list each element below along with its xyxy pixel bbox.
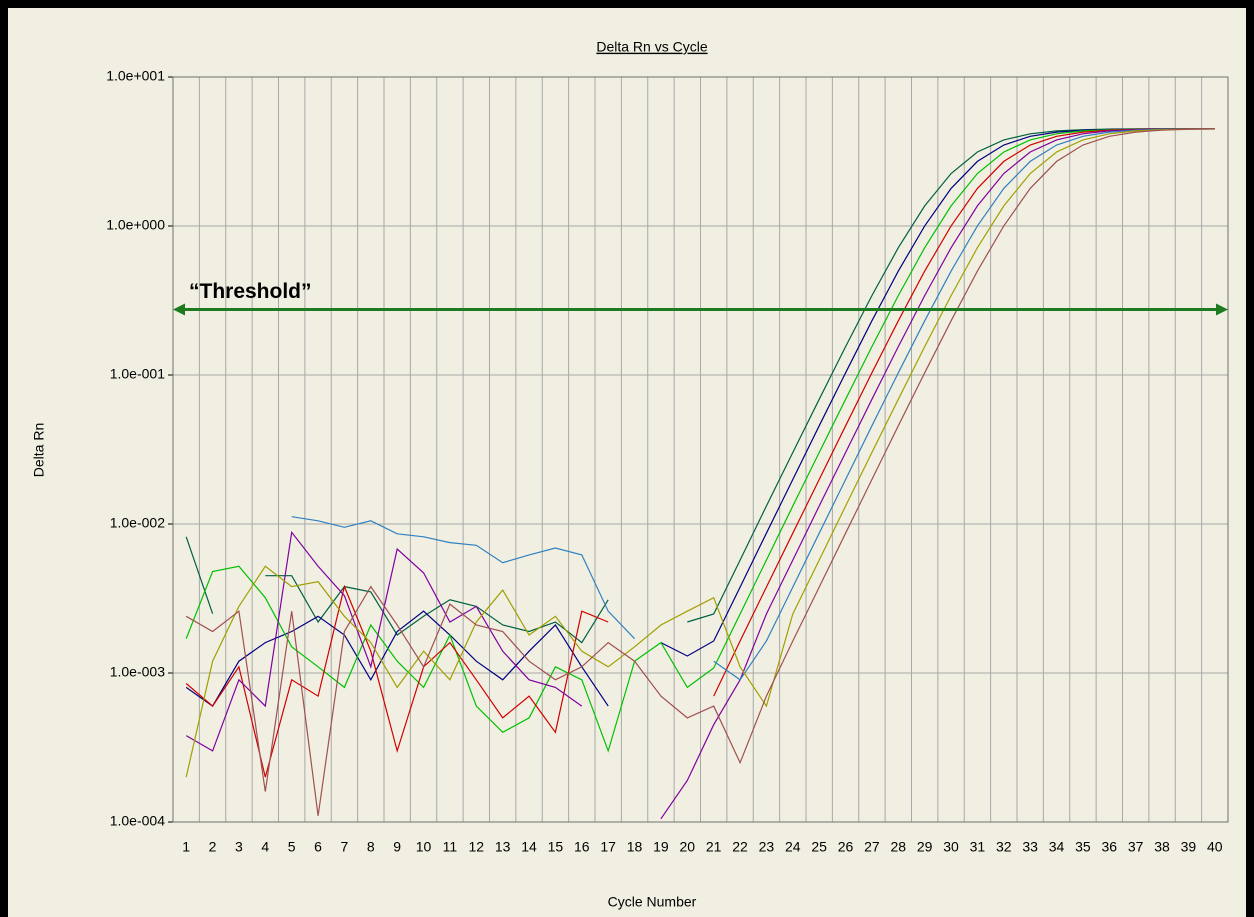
series-line	[185, 128, 1215, 816]
x-tick-label: 38	[1154, 839, 1170, 855]
x-tick-label: 21	[706, 839, 722, 855]
series-line	[291, 128, 1215, 681]
y-tick-label: 1.0e-003	[110, 664, 165, 680]
x-tick-label: 11	[443, 839, 458, 855]
x-tick-label: 12	[469, 839, 485, 855]
x-tick-label: 10	[416, 839, 432, 855]
x-tick-label: 7	[341, 839, 349, 855]
x-tick-label: 5	[288, 839, 296, 855]
y-tick-label: 1.0e-001	[110, 366, 165, 382]
x-tick-label: 1	[182, 839, 190, 855]
threshold-arrow-left	[173, 303, 185, 316]
x-tick-label: 18	[627, 839, 643, 855]
x-tick-label: 27	[864, 839, 880, 855]
x-tick-label: 24	[785, 839, 801, 855]
series-line	[185, 128, 1215, 753]
x-tick-label: 32	[996, 839, 1012, 855]
x-tick-label: 2	[209, 839, 217, 855]
x-tick-label: 3	[235, 839, 243, 855]
x-tick-label: 13	[495, 839, 511, 855]
x-tick-label: 40	[1207, 839, 1223, 855]
x-tick-label: 20	[680, 839, 696, 855]
x-tick-label: 29	[917, 839, 933, 855]
threshold-label: “Threshold”	[189, 280, 312, 303]
x-tick-label: 30	[943, 839, 959, 855]
x-tick-label: 15	[548, 839, 564, 855]
x-tick-label: 16	[574, 839, 590, 855]
x-tick-label: 33	[1022, 839, 1038, 855]
x-tick-label: 39	[1181, 839, 1197, 855]
x-tick-label: 25	[811, 839, 827, 855]
plot-border	[172, 76, 1229, 823]
y-tick-label: 1.0e-002	[110, 515, 165, 531]
x-tick-label: 36	[1102, 839, 1118, 855]
x-tick-label: 37	[1128, 839, 1144, 855]
x-tick-label: 19	[653, 839, 669, 855]
x-tick-label: 22	[732, 839, 748, 855]
x-tick-label: 6	[314, 839, 322, 855]
x-tick-label: 8	[367, 839, 375, 855]
y-tick-label: 1.0e+000	[106, 217, 165, 233]
x-tick-label: 17	[600, 839, 616, 855]
x-tick-label: 34	[1049, 839, 1065, 855]
x-tick-label: 35	[1075, 839, 1091, 855]
threshold-arrow-right	[1216, 303, 1228, 316]
x-tick-label: 31	[970, 839, 986, 855]
x-tick-label: 4	[261, 839, 269, 855]
x-tick-label: 14	[521, 839, 537, 855]
x-tick-label: 26	[838, 839, 854, 855]
x-axis-label: Cycle Number	[608, 894, 697, 910]
x-tick-label: 23	[759, 839, 775, 855]
series-line	[185, 128, 1215, 820]
x-tick-label: 28	[891, 839, 907, 855]
x-tick-label: 9	[393, 839, 401, 855]
y-axis-label: Delta Rn	[31, 423, 47, 477]
series-line	[185, 128, 1215, 778]
y-tick-label: 1.0e-004	[110, 813, 165, 829]
chart-title: Delta Rn vs Cycle	[596, 39, 707, 55]
y-tick-label: 1.0e+001	[106, 68, 165, 84]
